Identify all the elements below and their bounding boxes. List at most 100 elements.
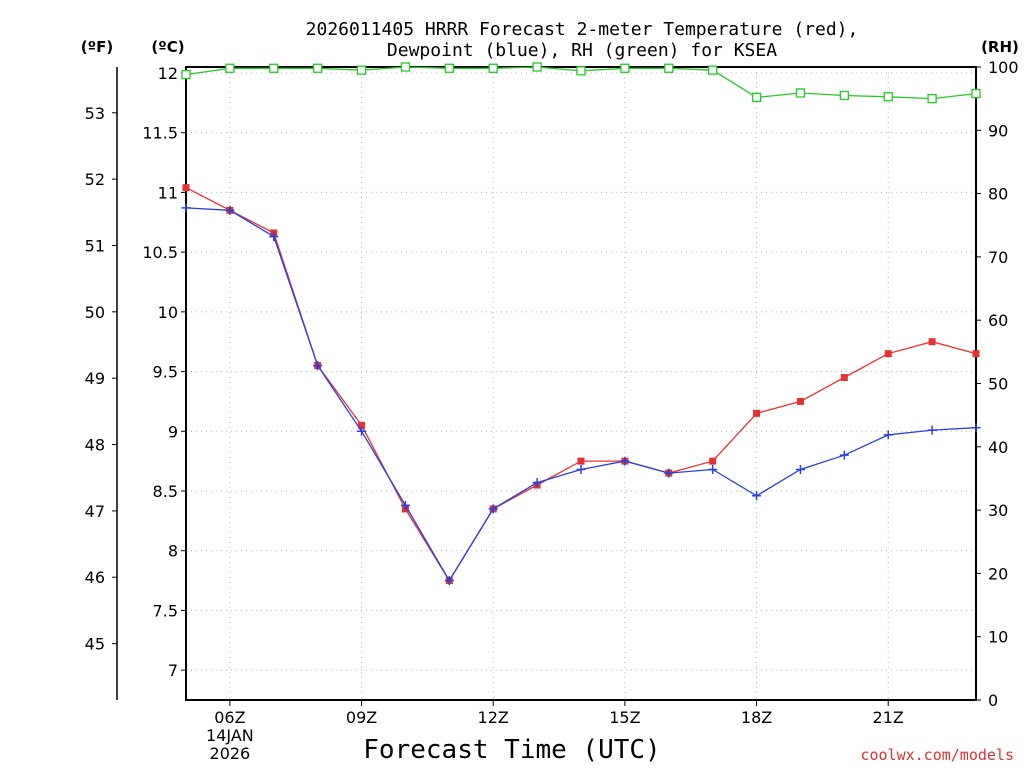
fahrenheit-tick-label: 53 xyxy=(85,104,105,123)
chart-title-line1: 2026011405 HRRR Forecast 2-meter Tempera… xyxy=(306,19,859,40)
temperature-point xyxy=(577,457,585,465)
dewpoint-point xyxy=(357,426,367,436)
x-tick-label: 09Z xyxy=(346,708,377,727)
dewpoint-point xyxy=(488,504,498,514)
temperature-point xyxy=(928,338,936,346)
rh-point xyxy=(269,63,279,73)
rh-point xyxy=(225,63,235,73)
celsius-unit-label: (ºC) xyxy=(151,38,184,56)
temperature-point xyxy=(358,421,366,429)
temperature-point xyxy=(709,457,717,465)
dewpoint-point xyxy=(620,456,630,466)
temperature-point xyxy=(753,409,761,417)
rh-point xyxy=(488,63,498,73)
celsius-tick-label: 9.5 xyxy=(153,363,178,382)
rh-point xyxy=(839,90,849,101)
dewpoint-point xyxy=(576,464,586,474)
rh-unit-label: (RH) xyxy=(981,38,1019,56)
rh-point xyxy=(532,62,542,72)
rh-tick-label: 70 xyxy=(988,248,1008,267)
series xyxy=(181,62,981,586)
rh-tick-label: 0 xyxy=(988,691,998,710)
rh-point xyxy=(576,66,586,76)
x-tick-label: 18Z xyxy=(741,708,772,727)
temperature-point xyxy=(972,350,980,358)
celsius-tick-label: 11 xyxy=(158,183,178,202)
rh-point xyxy=(620,63,630,73)
rh-tick-label: 80 xyxy=(988,185,1008,204)
celsius-tick-label: 11.5 xyxy=(142,124,178,143)
rh-tick-label: 20 xyxy=(988,564,1008,583)
fahrenheit-tick-label: 51 xyxy=(85,236,105,255)
rh-tick-label: 50 xyxy=(988,375,1008,394)
chart-title-line2: Dewpoint (blue), RH (green) for KSEA xyxy=(387,40,777,61)
temperature-line xyxy=(185,187,977,582)
temperature-point xyxy=(182,184,190,192)
dewpoint-point xyxy=(883,430,893,440)
dewpoint-point xyxy=(269,232,279,242)
rh-point xyxy=(927,94,937,104)
celsius-tick-label: 7.5 xyxy=(153,601,178,620)
rh-tick-label: 30 xyxy=(988,501,1008,520)
dewpoint-point xyxy=(752,491,762,501)
x-tick-year-label: 2026 xyxy=(210,744,251,763)
rh-point xyxy=(664,63,674,73)
rh-point xyxy=(356,65,367,75)
x-tick-label: 15Z xyxy=(609,708,640,727)
rh-point xyxy=(971,88,981,99)
rh-point xyxy=(795,88,806,98)
x-tick-label: 06Z xyxy=(214,708,245,727)
rh-point xyxy=(883,92,893,102)
temperature-point xyxy=(796,397,804,405)
fahrenheit-tick-label: 46 xyxy=(85,568,105,587)
dewpoint-point xyxy=(927,425,937,435)
dewpoint-point xyxy=(532,478,542,488)
dewpoint-point xyxy=(225,205,235,215)
dewpoint-point xyxy=(313,361,323,371)
x-axis-label: Forecast Time (UTC) xyxy=(363,735,660,765)
x-tick-label: 21Z xyxy=(873,708,904,727)
rh-point xyxy=(444,63,454,73)
dewpoint-point xyxy=(971,423,981,433)
x-tick-date-label: 14JAN xyxy=(206,726,254,745)
rh-tick-label: 60 xyxy=(988,311,1008,330)
rh-tick-label: 100 xyxy=(988,58,1019,77)
fahrenheit-tick-label: 48 xyxy=(85,436,105,455)
dewpoint-point xyxy=(795,464,805,474)
celsius-tick-label: 12 xyxy=(158,64,178,83)
fahrenheit-tick-label: 47 xyxy=(85,502,105,521)
rh-tick-label: 40 xyxy=(988,438,1008,457)
plot-frame xyxy=(185,66,977,701)
dewpoint-point xyxy=(181,203,191,213)
celsius-tick-label: 8.5 xyxy=(153,482,178,501)
fahrenheit-tick-label: 52 xyxy=(85,170,105,189)
celsius-tick-label: 7 xyxy=(168,661,178,680)
dewpoint-point xyxy=(708,464,718,474)
temperature-point xyxy=(884,350,892,358)
grid xyxy=(186,67,976,700)
fahrenheit-tick-label: 45 xyxy=(85,635,105,654)
rh-tick-label: 90 xyxy=(988,121,1008,140)
celsius-tick-label: 10.5 xyxy=(142,243,178,262)
dewpoint-point xyxy=(664,468,674,478)
credit-text: coolwx.com/models xyxy=(860,746,1014,764)
temperature-point xyxy=(840,374,848,382)
axes: 7 7.5 8 8.5 9 9.5 10 10.5 11 11.5 12 45 46 47 48 49 50 51… xyxy=(85,58,1019,763)
fahrenheit-unit-label: (ºF) xyxy=(81,38,113,56)
celsius-tick-label: 9 xyxy=(168,422,178,441)
rh-point xyxy=(708,65,718,75)
rh-point xyxy=(313,63,323,73)
celsius-tick-label: 10 xyxy=(158,303,178,322)
rh-point xyxy=(181,69,191,80)
dewpoint-line xyxy=(185,207,977,582)
rh-point xyxy=(400,62,411,72)
x-tick-label: 12Z xyxy=(478,708,509,727)
rh-tick-label: 10 xyxy=(988,628,1008,647)
celsius-tick-label: 8 xyxy=(168,542,178,561)
dewpoint-point xyxy=(400,500,410,510)
dewpoint-point xyxy=(444,576,454,586)
fahrenheit-tick-label: 50 xyxy=(85,303,105,322)
fahrenheit-tick-label: 49 xyxy=(85,369,105,388)
rh-point xyxy=(751,92,762,103)
